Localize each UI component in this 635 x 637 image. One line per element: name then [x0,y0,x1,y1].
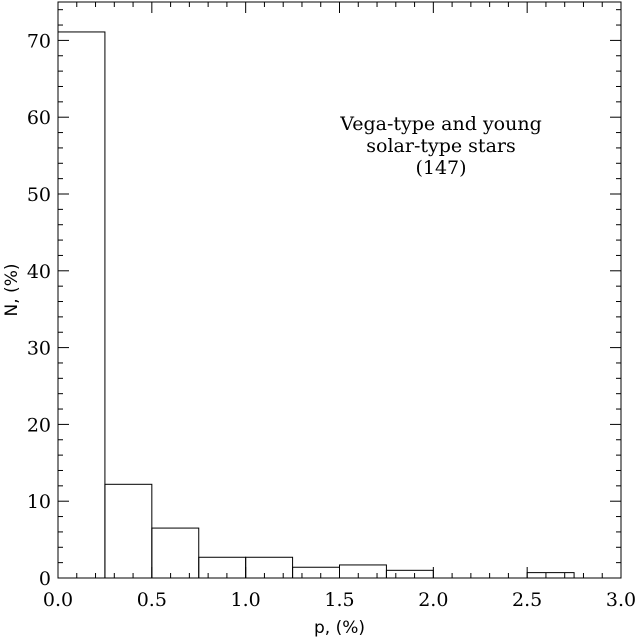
histogram-bar-2 [151,527,200,579]
x-tick-label: 0.0 [43,589,73,611]
y-tick-label: 70 [27,30,51,52]
chart-annotation: Vega-type and young solar-type stars (14… [339,113,542,179]
plot-frame [57,1,622,579]
histogram-bar-3 [198,556,247,579]
x-tick-label: 0.5 [137,589,167,611]
x-axis-ticks: 0.0 0.5 1.0 1.5 2.0 2.5 3.0 [43,2,635,611]
x-axis-label: p, (%) [314,618,365,637]
x-tick-label: 3.0 [606,589,635,611]
y-tick-label: 20 [27,414,51,436]
annotation-line-3: (147) [415,157,466,179]
y-tick-label: 0 [39,568,51,590]
y-tick-label: 30 [27,338,51,360]
y-axis-label: N, (%) [2,264,22,317]
annotation-line-2: solar-type stars [366,135,515,157]
histogram-bar-5 [292,566,341,579]
y-tick-label: 60 [27,107,51,129]
y-tick-label: 50 [27,184,51,206]
y-tick-label: 10 [27,491,51,513]
histogram-bar-7 [385,569,434,579]
y-tick-label: 40 [27,261,51,283]
x-tick-label: 1.5 [324,589,354,611]
x-tick-label: 2.0 [418,589,448,611]
x-tick-label: 2.5 [512,589,542,611]
histogram-bar-1 [104,483,153,579]
annotation-line-1: Vega-type and young [339,113,542,135]
x-tick-label: 1.0 [231,589,261,611]
histogram-bar-4 [245,556,294,579]
histogram-bar-8 [526,572,575,579]
histogram-bar-6 [339,564,387,579]
histogram-bar-0 [57,31,106,579]
y-axis-ticks: 0 10 20 30 40 50 60 70 [27,9,621,590]
